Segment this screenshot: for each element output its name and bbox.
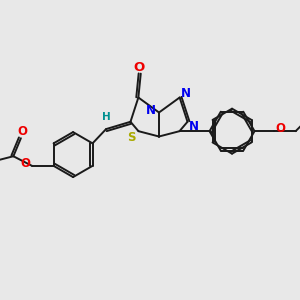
- Text: O: O: [17, 125, 27, 138]
- Text: N: N: [188, 120, 199, 133]
- Text: O: O: [275, 122, 285, 135]
- Text: H: H: [102, 112, 110, 122]
- Text: N: N: [146, 103, 156, 117]
- Text: O: O: [134, 61, 145, 74]
- Text: S: S: [128, 131, 136, 144]
- Text: O: O: [20, 157, 30, 170]
- Text: N: N: [181, 86, 191, 100]
